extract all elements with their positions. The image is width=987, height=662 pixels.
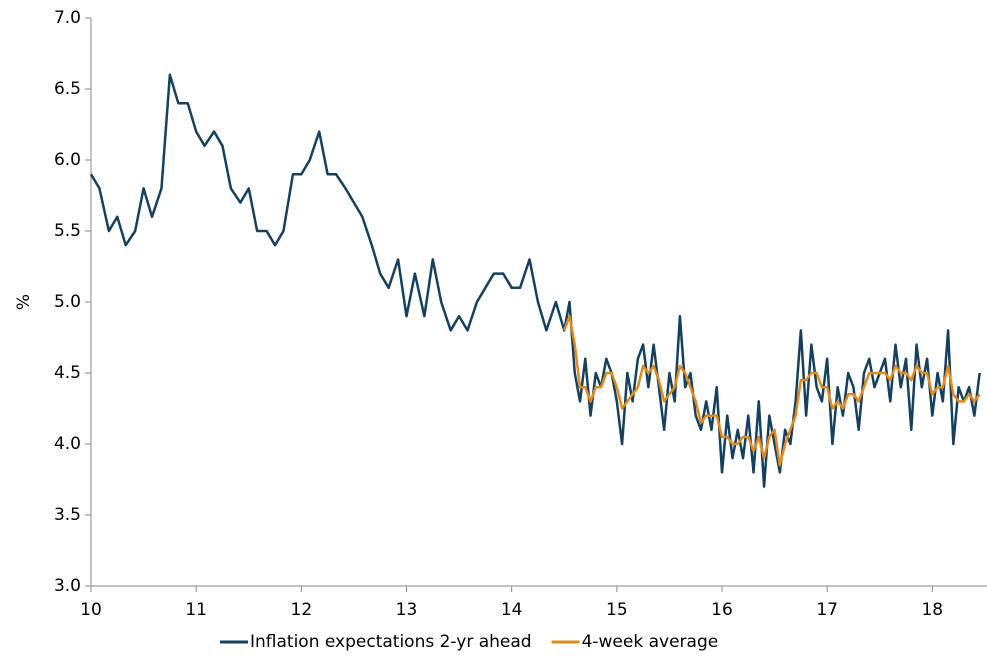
y-tick-label: 5.0 xyxy=(54,292,81,312)
legend-label: 4-week average xyxy=(582,632,719,652)
legend-label: Inflation expectations 2-yr ahead xyxy=(250,632,532,652)
y-tick-label: 3.5 xyxy=(54,505,81,525)
series-line xyxy=(563,314,981,467)
series-line xyxy=(89,73,981,488)
y-tick-label: 4.0 xyxy=(54,434,81,454)
y-tick-label: 6.0 xyxy=(54,150,81,170)
x-tick-label: 18 xyxy=(921,600,943,620)
y-tick-label: 3.0 xyxy=(54,576,81,596)
x-tick-label: 15 xyxy=(606,600,628,620)
x-tick-label: 10 xyxy=(80,600,102,620)
y-tick-label: 4.5 xyxy=(54,363,81,383)
x-tick-label: 17 xyxy=(816,600,838,620)
x-tick-label: 13 xyxy=(396,600,418,620)
x-tick-label: 12 xyxy=(291,600,313,620)
y-tick-label: 7.0 xyxy=(54,8,81,28)
y-tick-label: 5.5 xyxy=(54,221,81,241)
x-tick-label: 11 xyxy=(185,600,207,620)
x-tick-label: 16 xyxy=(711,600,733,620)
x-tick-label: 14 xyxy=(501,600,523,620)
y-tick-label: 6.5 xyxy=(54,79,81,99)
y-axis-label: % xyxy=(14,294,34,310)
